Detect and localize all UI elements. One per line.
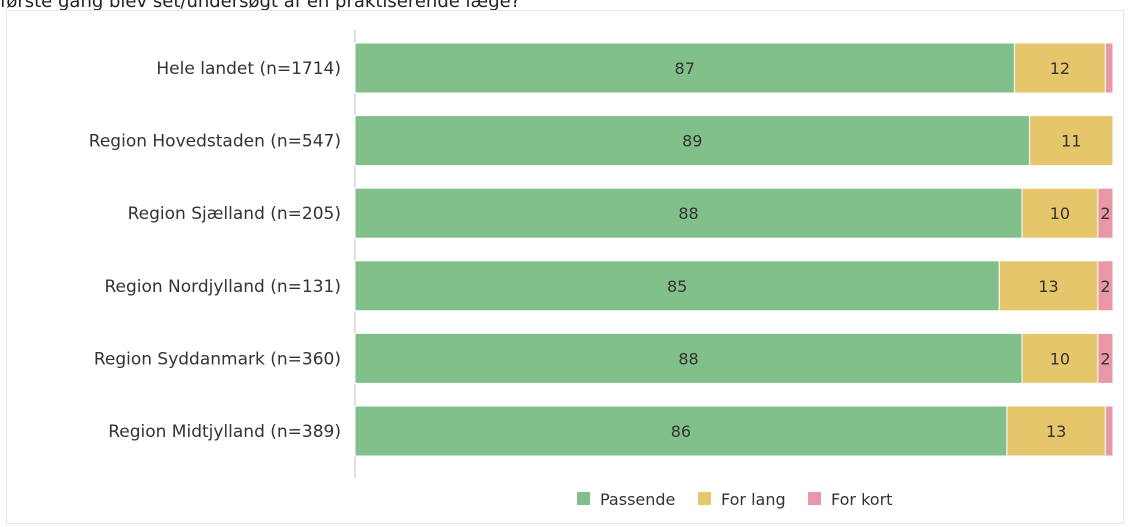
data-label: 11 (1061, 132, 1081, 151)
data-label: 86 (671, 422, 691, 441)
data-label: 10 (1050, 204, 1070, 223)
legend-swatch (808, 492, 821, 505)
bar-segment-for-lang (1013, 42, 1106, 94)
bar-segment-passende (354, 42, 1015, 94)
data-label: 2 (1100, 349, 1110, 368)
data-label: 12 (1050, 59, 1070, 78)
question-text: første gang blev set/undersøgt af en pra… (0, 0, 521, 12)
bar-segment-passende (354, 187, 1023, 239)
bar-segment-passende (354, 405, 1008, 457)
bar-segment-for-kort (1104, 42, 1114, 94)
category-label: Region Sjælland (n=205) (128, 204, 341, 224)
legend-swatch (698, 492, 711, 505)
category-label: Region Syddanmark (n=360) (94, 349, 341, 369)
bar-segment-passende (354, 332, 1023, 384)
data-label: 85 (667, 277, 687, 296)
data-label: 88 (678, 349, 698, 368)
data-label: 89 (682, 132, 702, 151)
bar-segment-for-lang (1021, 187, 1099, 239)
category-label: Region Hovedstaden (n=547) (89, 132, 341, 152)
bar-segment-for-lang (1021, 332, 1099, 384)
bar-segment-for-kort (1097, 260, 1114, 312)
data-label: 2 (1100, 204, 1110, 223)
bar-segment-passende (354, 115, 1031, 167)
bar-segment-for-kort (1097, 332, 1114, 384)
data-label: 88 (678, 204, 698, 223)
data-label: 13 (1038, 277, 1058, 296)
data-label: 10 (1050, 349, 1070, 368)
category-label: Hele landet (n=1714) (156, 59, 341, 79)
legend-label: Passende (600, 490, 675, 509)
legend-swatch (577, 492, 590, 505)
category-label: Region Midtjylland (n=389) (108, 422, 341, 442)
bar-segment-for-kort (1104, 405, 1114, 457)
data-label: 87 (675, 59, 695, 78)
bar-segment-for-kort (1097, 187, 1114, 239)
data-label: 2 (1100, 277, 1110, 296)
legend-label: For lang (721, 490, 786, 509)
category-label: Region Nordjylland (n=131) (104, 277, 341, 297)
data-label: 13 (1046, 422, 1066, 441)
legend-label: For kort (831, 490, 892, 509)
bar-segment-for-lang (1029, 115, 1114, 167)
chart-frame (6, 10, 1124, 524)
